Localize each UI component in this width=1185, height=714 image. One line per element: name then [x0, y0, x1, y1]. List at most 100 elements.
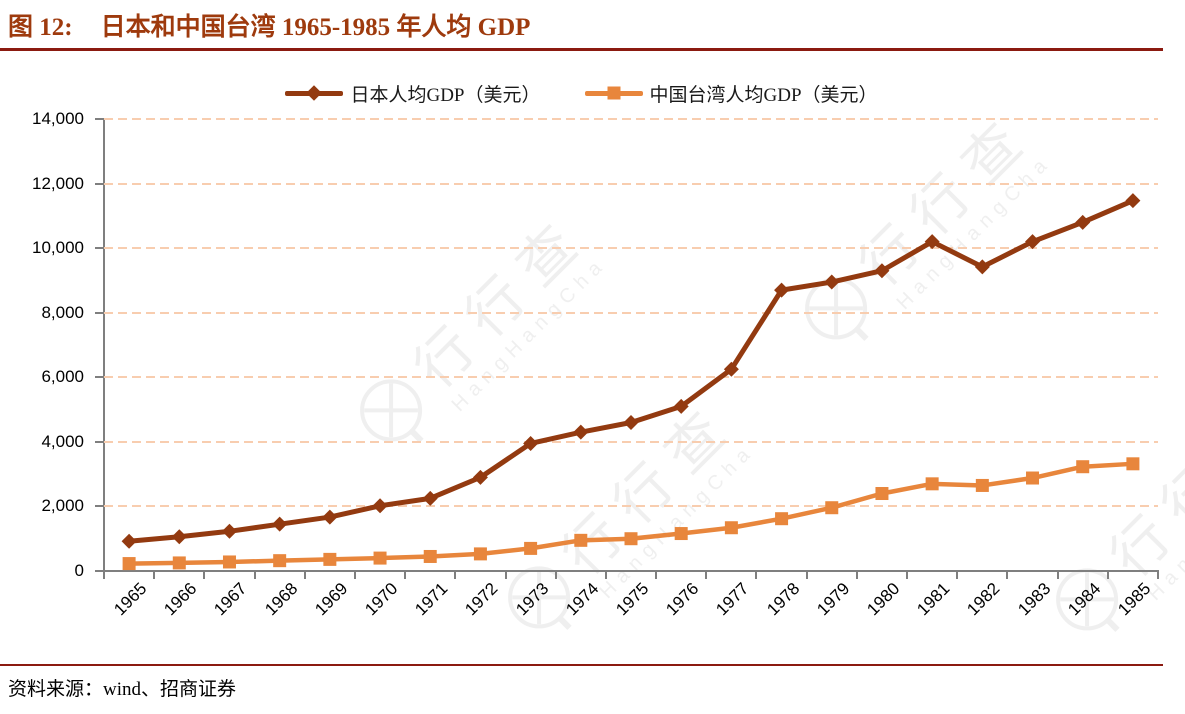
source-note: 资料来源：wind、招商证券: [8, 674, 236, 701]
legend-label-taiwan: 中国台湾人均GDP（美元）: [649, 84, 878, 106]
x-tick-15: [855, 572, 858, 579]
y-axis-label-8000: 8,000: [41, 302, 84, 322]
y-axis-label-6000: 6,000: [41, 367, 84, 387]
gridline-6000: [104, 376, 1158, 379]
x-tick-20: [1106, 572, 1109, 579]
japan-point-1966: [171, 529, 187, 545]
x-tick-1: [153, 572, 156, 579]
x-tick-2: [203, 572, 206, 579]
x-tick-4: [303, 572, 306, 579]
source-label: 资料来源：: [8, 679, 104, 700]
japan-point-1973: [523, 435, 539, 451]
x-tick-7: [454, 572, 457, 579]
y-tick-2000: [95, 505, 104, 508]
y-tick-6000: [95, 376, 104, 379]
legend-label-japan: 日本人均GDP（美元）: [350, 84, 541, 106]
legend: 日本人均GDP（美元） 中国台湾人均GDP（美元）: [0, 78, 1163, 108]
japan-point-1976: [673, 398, 689, 414]
y-tick-4000: [95, 440, 104, 443]
japan-point-1981: [924, 234, 940, 250]
japan-point-1978: [774, 282, 790, 298]
x-tick-17: [956, 572, 959, 579]
taiwan-point-1969: [323, 552, 337, 566]
figure-number: 图 12:: [8, 14, 73, 41]
taiwan-point-1976: [674, 527, 688, 541]
y-tick-14000: [95, 118, 104, 120]
taiwan-point-1984: [1076, 460, 1090, 474]
figure-title-text: 日本和中国台湾 1965-1985 年人均 GDP: [100, 14, 531, 41]
x-axis: [103, 570, 1159, 572]
title-divider: [0, 48, 1163, 51]
y-axis-label-0: 0: [74, 561, 84, 580]
taiwan-point-1968: [273, 554, 287, 568]
taiwan-point-1977: [724, 521, 738, 535]
page-title: 图 12: 日本和中国台湾 1965-1985 年人均 GDP: [8, 7, 530, 43]
japan-point-1965: [121, 533, 137, 549]
x-tick-5: [353, 572, 356, 579]
taiwan-point-1981: [925, 477, 939, 491]
gridline-2000: [104, 505, 1158, 508]
gridline-8000: [104, 311, 1158, 314]
x-tick-8: [504, 572, 507, 579]
x-tick-10: [604, 572, 607, 579]
japan-point-1982: [974, 259, 990, 275]
taiwan-point-1985: [1126, 457, 1140, 471]
taiwan-point-1970: [373, 551, 387, 565]
taiwan-point-1967: [222, 555, 236, 569]
y-axis-label-12000: 12,000: [32, 173, 84, 193]
taiwan-point-1979: [825, 501, 839, 515]
japan-point-1983: [1025, 234, 1041, 250]
x-tick-9: [554, 572, 557, 579]
japan-point-1972: [472, 469, 488, 485]
japan-point-1974: [573, 424, 589, 440]
japan-point-1975: [623, 414, 639, 430]
gridline-14000: [104, 118, 1158, 120]
taiwan-point-1982: [975, 478, 989, 492]
taiwan-point-1973: [524, 541, 538, 555]
source-text: wind、招商证券: [103, 679, 237, 700]
x-tick-11: [655, 572, 658, 579]
taiwan-point-1974: [574, 533, 588, 547]
japan-point-1985: [1125, 193, 1141, 209]
japan-point-1971: [422, 490, 438, 506]
y-tick-10000: [95, 247, 104, 250]
gridline-10000: [104, 247, 1158, 250]
japan-line-swatch: [285, 85, 344, 101]
x-tick-12: [705, 572, 708, 579]
x-tick-16: [906, 572, 909, 579]
taiwan-point-1966: [172, 556, 186, 570]
japan-point-1970: [372, 498, 388, 514]
taiwan-point-1971: [423, 549, 437, 563]
taiwan-series-line: [129, 461, 1134, 566]
japan-point-1979: [824, 274, 840, 290]
x-tick-18: [1006, 572, 1009, 579]
gridline-4000: [104, 440, 1158, 443]
square-marker-icon: [607, 86, 620, 100]
legend-item-taiwan: 中国台湾人均GDP（美元）: [584, 80, 878, 107]
taiwan-point-1978: [775, 512, 789, 526]
japan-point-1984: [1075, 214, 1091, 230]
japan-point-1977: [723, 361, 739, 377]
y-axis-label-4000: 4,000: [41, 431, 84, 451]
y-axis: [103, 119, 105, 575]
legend-item-japan: 日本人均GDP（美元）: [285, 80, 541, 107]
taiwan-point-1983: [1026, 471, 1040, 485]
x-tick-19: [1056, 572, 1059, 579]
footer-divider: [0, 664, 1163, 666]
y-tick-12000: [95, 182, 104, 185]
gridline-12000: [104, 182, 1158, 185]
japan-point-1969: [322, 509, 338, 525]
y-tick-8000: [95, 311, 104, 314]
japan-point-1967: [221, 523, 237, 539]
x-tick-21: [1157, 572, 1159, 579]
taiwan-point-1965: [122, 557, 136, 571]
y-axis-label-14000: 14,000: [32, 109, 84, 128]
x-tick-14: [805, 572, 808, 579]
japan-point-1980: [874, 263, 890, 279]
japan-point-1968: [272, 516, 288, 532]
y-axis-label-2000: 2,000: [41, 496, 84, 516]
taiwan-point-1975: [624, 532, 638, 546]
